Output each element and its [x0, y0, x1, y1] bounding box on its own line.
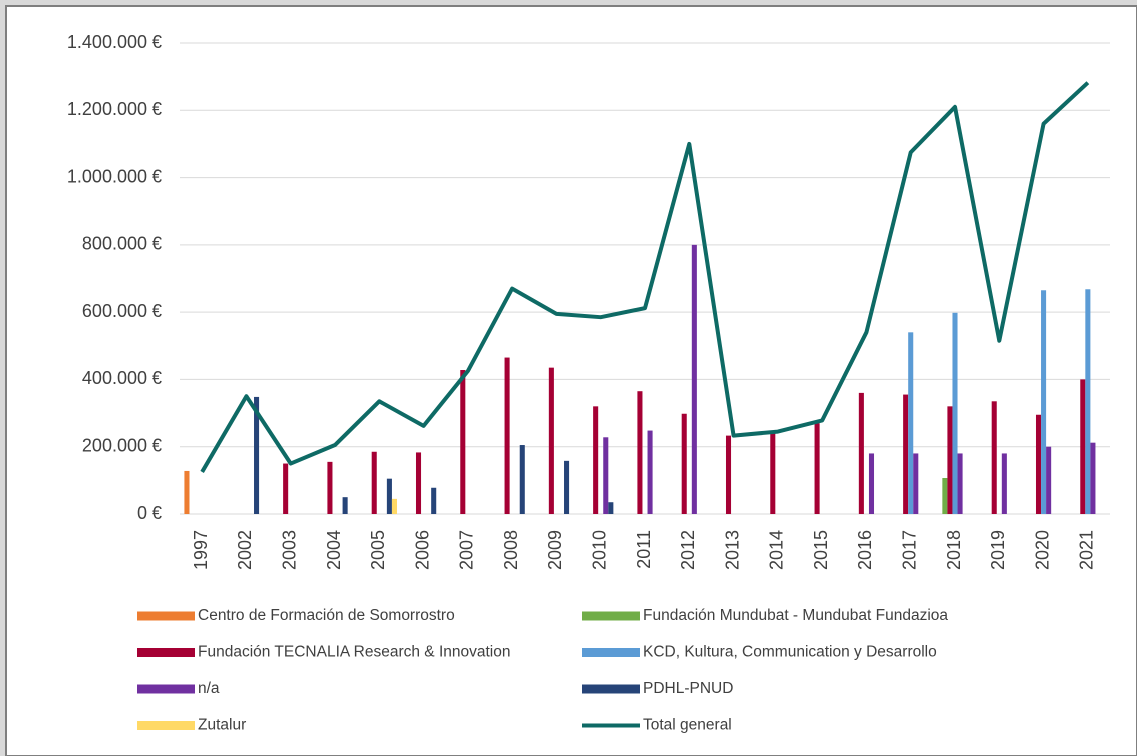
bar	[415, 452, 422, 514]
x-tick-label: 2005	[368, 530, 388, 570]
bar	[957, 453, 963, 514]
legend-label: KCD, Kultura, Communication y Desarrollo	[643, 644, 937, 661]
x-tick-label: 2016	[855, 530, 875, 570]
bar	[1090, 442, 1096, 514]
y-tick-label: 400.000 €	[82, 368, 162, 388]
bar	[952, 312, 958, 514]
bar	[283, 463, 289, 514]
bar	[371, 451, 377, 514]
legend-label: Fundación Mundubat - Mundubat Fundazioa	[643, 607, 948, 624]
bar	[637, 391, 643, 514]
legend-swatch	[582, 684, 640, 694]
bar	[908, 332, 914, 514]
y-tick-label: 0 €	[137, 503, 162, 523]
x-tick-label: 2002	[235, 530, 255, 570]
bar	[868, 453, 875, 514]
legend-swatch	[137, 721, 195, 730]
bar	[947, 406, 953, 514]
bar	[1046, 446, 1052, 514]
x-tick-label: 2014	[767, 530, 787, 570]
y-tick-label: 800.000 €	[82, 234, 162, 254]
bar	[1001, 453, 1007, 514]
legend-label: Zutalur	[198, 717, 246, 734]
legend-swatch	[582, 648, 640, 657]
x-tick-label: 2003	[279, 530, 299, 570]
bar	[391, 498, 397, 514]
x-tick-label: 2004	[324, 530, 344, 570]
bar	[913, 453, 919, 514]
legend-swatch	[137, 648, 195, 657]
bar	[691, 244, 697, 514]
legend-label: Total general	[643, 717, 732, 734]
bar	[903, 394, 909, 514]
x-tick-label: 2015	[811, 530, 831, 570]
bar	[1085, 289, 1091, 514]
bar	[342, 497, 348, 514]
x-tick-label: 2009	[545, 530, 565, 570]
bar	[254, 396, 260, 514]
y-tick-label: 1.400.000 €	[67, 32, 162, 52]
legend-label: Centro de Formación de Somorrostro	[198, 607, 455, 624]
bar	[564, 460, 570, 514]
x-tick-label: 2021	[1077, 530, 1097, 570]
bar	[519, 445, 525, 514]
x-tick-label: 2007	[457, 530, 477, 570]
bar	[504, 357, 510, 514]
y-tick-label: 1.200.000 €	[67, 99, 162, 119]
bar	[184, 470, 190, 514]
bar	[548, 367, 554, 514]
x-tick-label: 2020	[1032, 530, 1052, 570]
x-tick-label: 2008	[501, 530, 521, 570]
x-tick-label: 2013	[722, 530, 742, 570]
bar	[593, 406, 599, 514]
bar	[725, 435, 732, 514]
x-tick-label: 2012	[678, 530, 698, 570]
bar	[942, 478, 948, 514]
bar	[858, 392, 864, 514]
y-tick-label: 600.000 €	[82, 301, 162, 321]
legend-swatch	[582, 611, 640, 621]
x-tick-label: 2010	[589, 530, 609, 570]
legend-label: PDHL-PNUD	[643, 680, 733, 697]
legend-swatch	[137, 684, 195, 694]
line	[200, 81, 1090, 473]
legend-swatch	[137, 611, 195, 621]
bar	[327, 461, 333, 514]
bar	[770, 431, 776, 514]
bar	[681, 413, 687, 514]
legend-label: Fundación TECNALIA Research & Innovation	[198, 644, 510, 661]
y-tick-label: 1.000.000 €	[67, 166, 162, 186]
bar	[460, 370, 466, 514]
bar	[608, 502, 614, 514]
x-tick-label: 2011	[634, 530, 654, 569]
bar	[814, 423, 820, 514]
x-tick-label: 2019	[988, 530, 1008, 570]
x-tick-label: 2006	[412, 530, 432, 570]
bar	[386, 478, 392, 514]
bar	[647, 430, 653, 514]
x-tick-label: 2017	[899, 530, 919, 570]
bar	[1080, 379, 1086, 514]
x-tick-label: 2018	[944, 530, 964, 570]
bar	[431, 487, 437, 514]
x-tick-label: 1997	[191, 530, 211, 570]
bar	[603, 437, 609, 514]
legend-label: n/a	[198, 680, 220, 697]
chart-area	[5, 5, 1137, 756]
bar	[1035, 414, 1042, 514]
y-tick-label: 200.000 €	[82, 435, 162, 455]
bar	[991, 401, 997, 514]
bar	[1041, 290, 1047, 514]
